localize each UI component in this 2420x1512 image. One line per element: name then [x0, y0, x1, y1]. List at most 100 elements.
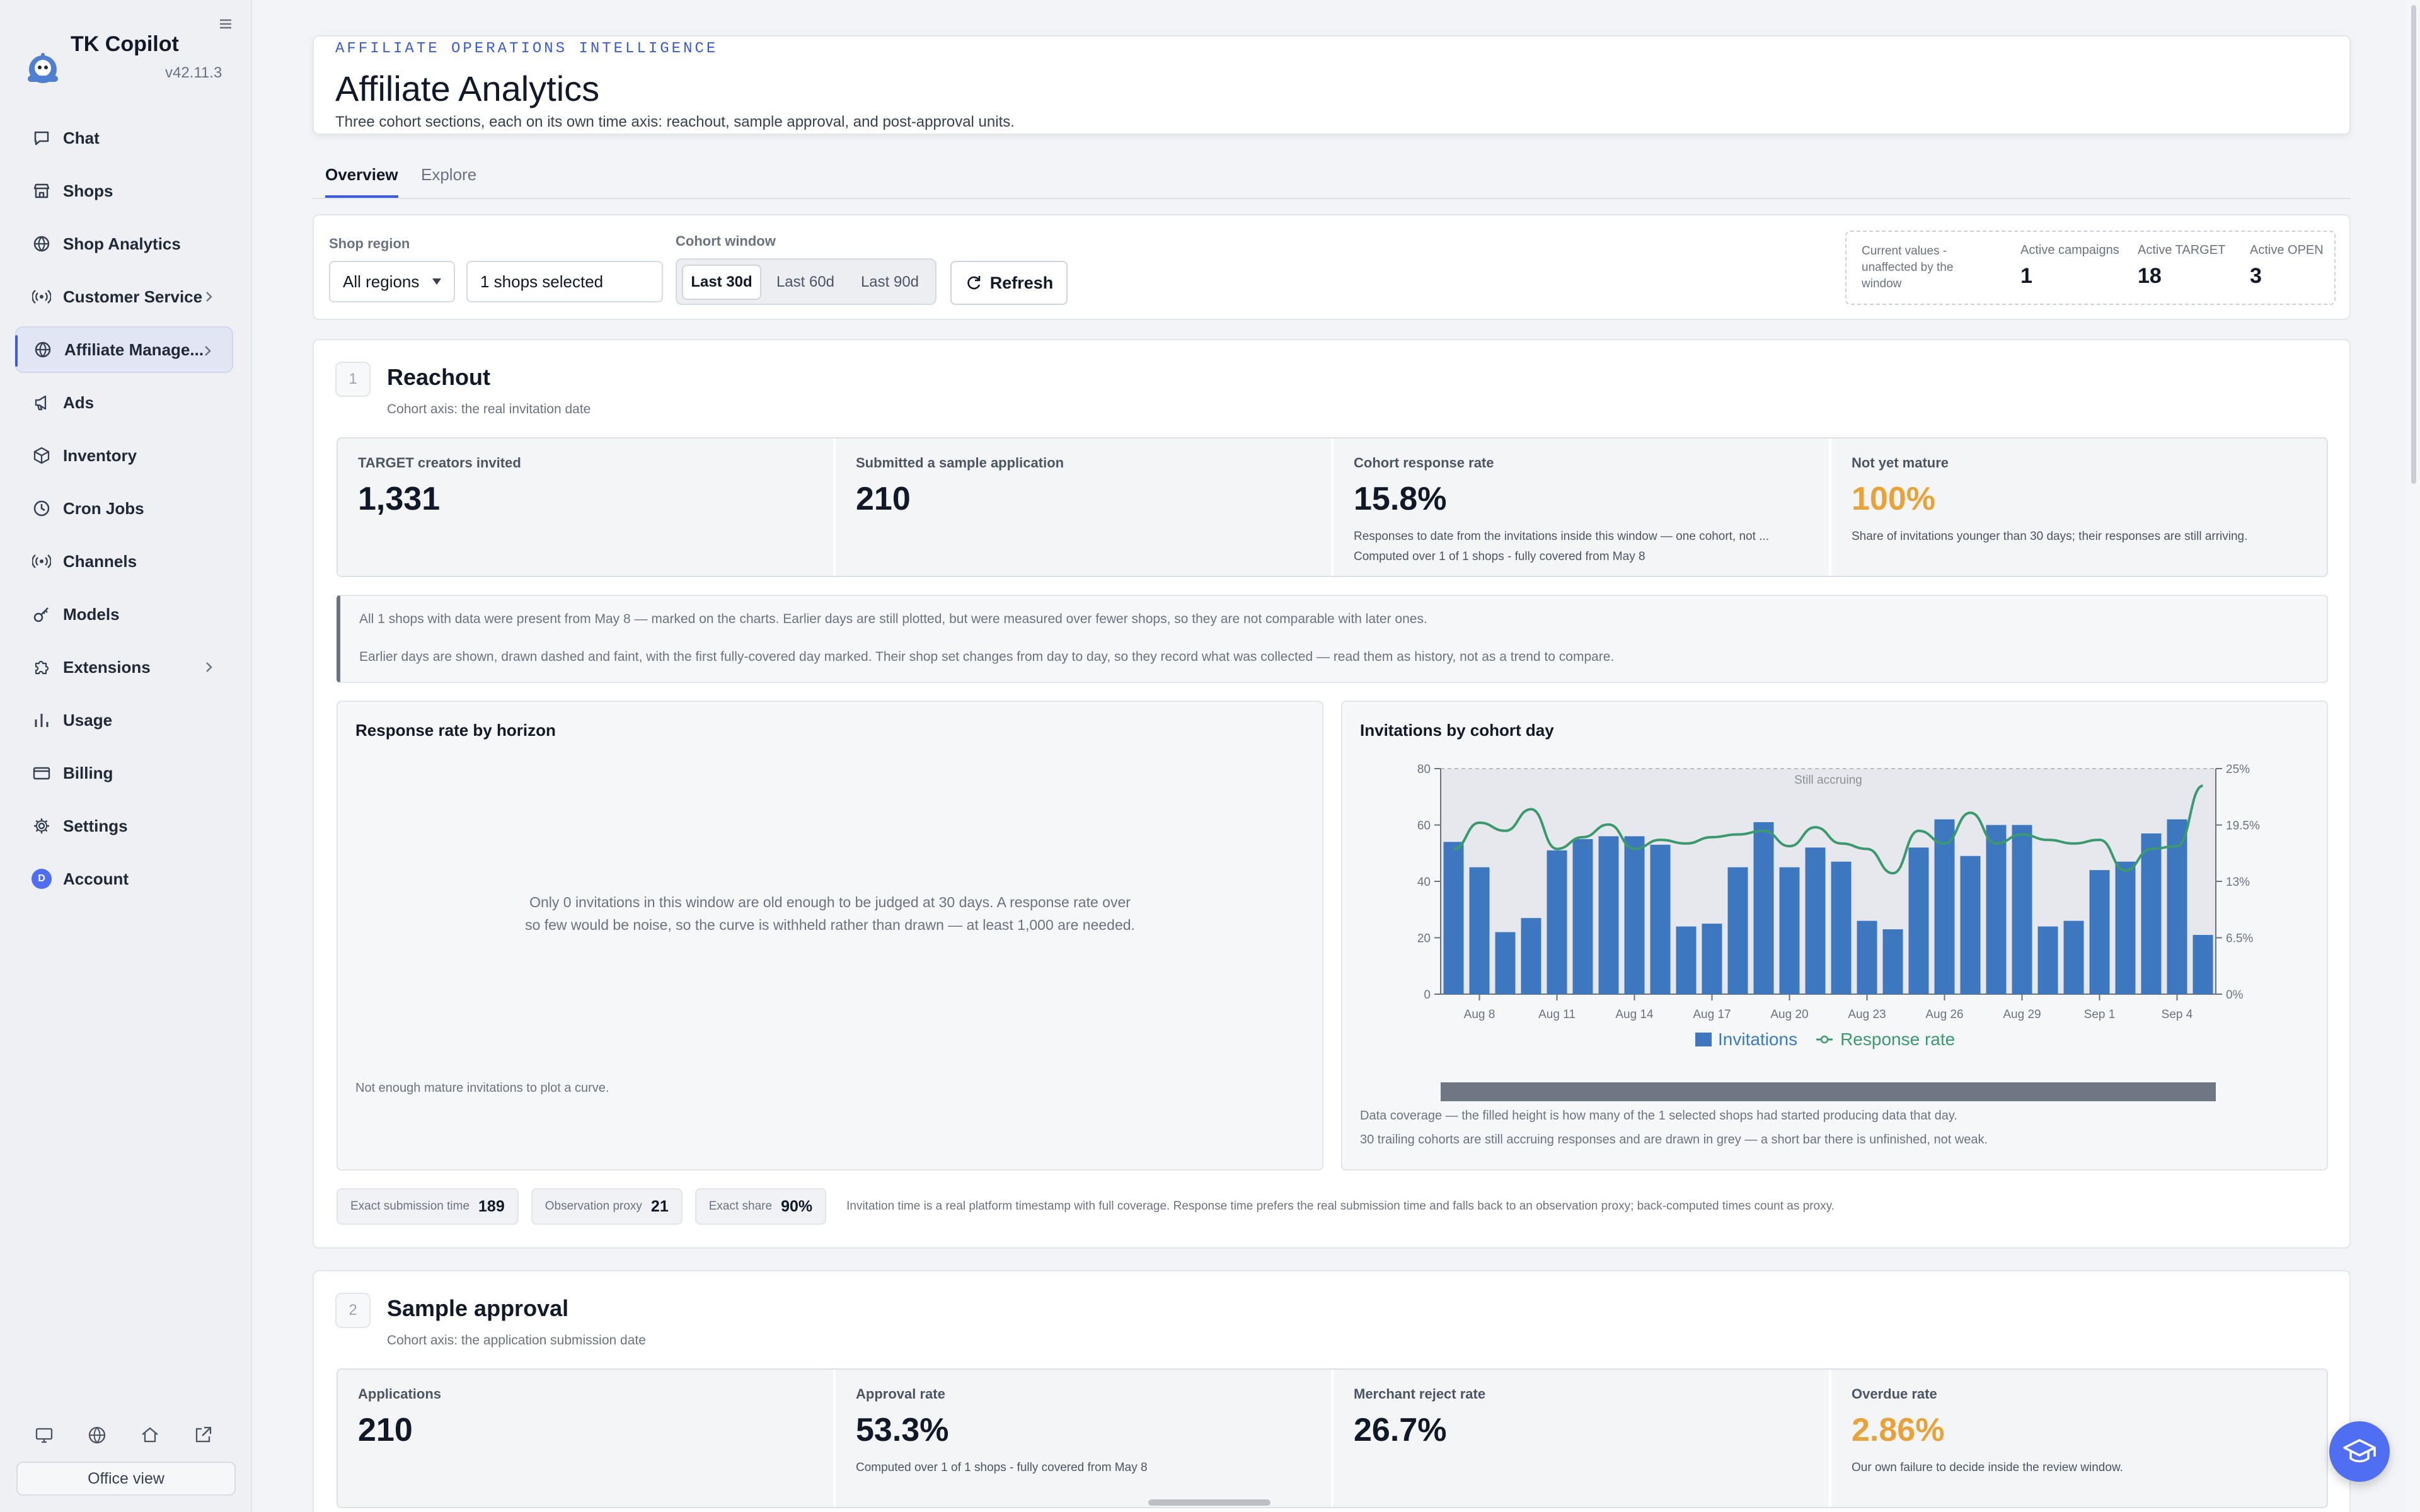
window-30d-button[interactable]: Last 30d [682, 265, 761, 300]
sidebar-item-usage[interactable]: Usage [15, 697, 233, 743]
bar-invitations [2012, 825, 2032, 994]
metric-card: Overdue rate 2.86% Our own failure to de… [1831, 1370, 2327, 1507]
tab-overview[interactable]: Overview [325, 165, 398, 198]
chart-footnote: 30 trailing cohorts are still accruing r… [1360, 1133, 1988, 1147]
sidebar-item-shop-analytics[interactable]: Shop Analytics [15, 220, 233, 267]
tab-explore[interactable]: Explore [421, 165, 477, 184]
shops-select[interactable]: 1 shops selected [466, 261, 663, 302]
sidebar-item-chat[interactable]: Chat [15, 115, 233, 161]
metric-value: 100% [1852, 481, 1935, 517]
accruing-region [1441, 769, 2216, 994]
metric-value: 210 [358, 1412, 413, 1448]
globe-icon [32, 234, 52, 254]
chip-observation-proxy: Observation proxy 21 [531, 1188, 683, 1225]
sidebar-item-cron-jobs[interactable]: Cron Jobs [15, 485, 233, 532]
x-tick-label: Aug 14 [1615, 1008, 1654, 1021]
y2-tick-label: 13% [2226, 876, 2250, 889]
monitor-icon[interactable] [34, 1425, 54, 1445]
metric-description: Share of invitations younger than 30 day… [1852, 530, 2248, 543]
robot-logo-icon [28, 53, 58, 83]
bar-invitations [2115, 861, 2136, 994]
timestamp-quality-chips: Exact submission time 189 Observation pr… [337, 1188, 1835, 1225]
sidebar-item-shops[interactable]: Shops [15, 168, 233, 214]
card-icon [32, 763, 52, 783]
vertical-scrollbar[interactable] [2407, 0, 2420, 1512]
refresh-icon [967, 276, 981, 290]
chip-exact-share: Exact share 90% [694, 1188, 827, 1225]
section-number: 2 [335, 1293, 371, 1328]
sidebar-item-account[interactable]: D Account [15, 856, 233, 902]
legend-item-invitations[interactable]: Invitations [1695, 1029, 1797, 1050]
metric-card: Approval rate 53.3% Computed over 1 of 1… [836, 1370, 1334, 1507]
graduation-cap-icon [2343, 1439, 2376, 1463]
empty-state-line: Only 0 invitations in this window are ol… [529, 894, 1131, 910]
sidebar-item-ads[interactable]: Ads [15, 379, 233, 426]
office-view-button[interactable]: Office view [16, 1462, 236, 1496]
metric-value: 26.7% [1354, 1412, 1447, 1448]
region-label: Shop region [329, 236, 410, 251]
active-campaigns-stat: Active campaigns 1 [2020, 243, 2119, 289]
bar-invitations [1753, 822, 1774, 994]
globe-icon[interactable] [87, 1425, 107, 1445]
bar-invitations [2141, 833, 2162, 994]
empty-state-line: so few would be noise, so the curve is w… [525, 917, 1135, 933]
external-link-icon[interactable] [193, 1425, 213, 1445]
coverage-bar [1441, 1082, 2216, 1101]
bar-invitations [1779, 867, 1800, 994]
metric-value: 1,331 [358, 481, 441, 517]
sidebar-item-billing[interactable]: Billing [15, 750, 233, 796]
window-90d-button[interactable]: Last 90d [860, 273, 919, 290]
sidebar-item-affiliate-management[interactable]: Affiliate Manage... [15, 326, 233, 373]
x-tick-label: Aug 20 [1770, 1008, 1808, 1021]
page-header: AFFILIATE OPERATIONS INTELLIGENCE Affili… [313, 35, 2351, 135]
horizontal-scrollbar-thumb[interactable] [1148, 1499, 1270, 1506]
sidebar-item-models[interactable]: Models [15, 591, 233, 638]
bar-invitations [2192, 935, 2213, 994]
sidebar-item-label: Ads [63, 392, 95, 412]
home-icon[interactable] [140, 1425, 160, 1445]
menu-icon[interactable] [217, 15, 234, 33]
metric-value: 210 [856, 481, 911, 517]
sidebar-item-inventory[interactable]: Inventory [15, 432, 233, 479]
bar-invitations [1831, 861, 1852, 994]
bar-invitations [1857, 920, 1877, 994]
region-select[interactable]: All regions [329, 261, 455, 302]
puzzle-icon [32, 657, 52, 677]
window-60d-button[interactable]: Last 60d [776, 273, 835, 290]
panel-title: Response rate by horizon [355, 721, 556, 740]
x-tick-label: Sep 1 [2084, 1008, 2116, 1021]
sidebar-item-label: Affiliate Manage... [64, 340, 204, 359]
panel-title: Invitations by cohort day [1360, 721, 1554, 740]
bar-invitations [1598, 836, 1619, 994]
bar-invitations [2089, 870, 2110, 994]
page-title: Affiliate Analytics [335, 69, 600, 108]
vertical-scrollbar-thumb[interactable] [2411, 5, 2416, 484]
help-button[interactable] [2329, 1421, 2390, 1482]
y2-tick-label: 6.5% [2226, 932, 2253, 946]
x-tick-label: Aug 29 [2003, 1008, 2041, 1021]
panel-footnote: Not enough mature invitations to plot a … [355, 1081, 609, 1095]
bar-invitations [1650, 844, 1671, 994]
chips-note: Invitation time is a real platform times… [846, 1200, 1835, 1213]
chart-legend: Invitations Response rate [1695, 1029, 1955, 1050]
refresh-button[interactable]: Refresh [950, 261, 1068, 305]
notice-line: Earlier days are shown, drawn dashed and… [359, 650, 1615, 664]
bar-invitations [1960, 856, 1981, 994]
sidebar-item-extensions[interactable]: Extensions [15, 644, 233, 690]
chevron-right-icon [206, 662, 212, 672]
sidebar-item-settings[interactable]: Settings [15, 803, 233, 849]
sidebar-item-channels[interactable]: Channels [15, 538, 233, 585]
shops-value: 1 shops selected [480, 272, 604, 291]
box-icon [32, 445, 52, 466]
x-tick-label: Aug 11 [1538, 1008, 1576, 1021]
y-tick-label: 60 [1417, 820, 1431, 833]
sidebar-item-customer-service[interactable]: Customer Service [15, 273, 233, 320]
invitations-chart-panel: Invitations by cohort day Still accruing… [1341, 701, 2328, 1171]
cohort-window-label: Cohort window [676, 233, 776, 249]
legend-item-response-rate[interactable]: Response rate [1815, 1029, 1955, 1050]
sidebar-item-label: Cron Jobs [63, 498, 144, 518]
bar-chart-icon [32, 710, 52, 730]
y2-tick-label: 25% [2226, 763, 2250, 776]
chip-value: 189 [478, 1197, 505, 1215]
sidebar-item-label: Channels [63, 551, 137, 571]
